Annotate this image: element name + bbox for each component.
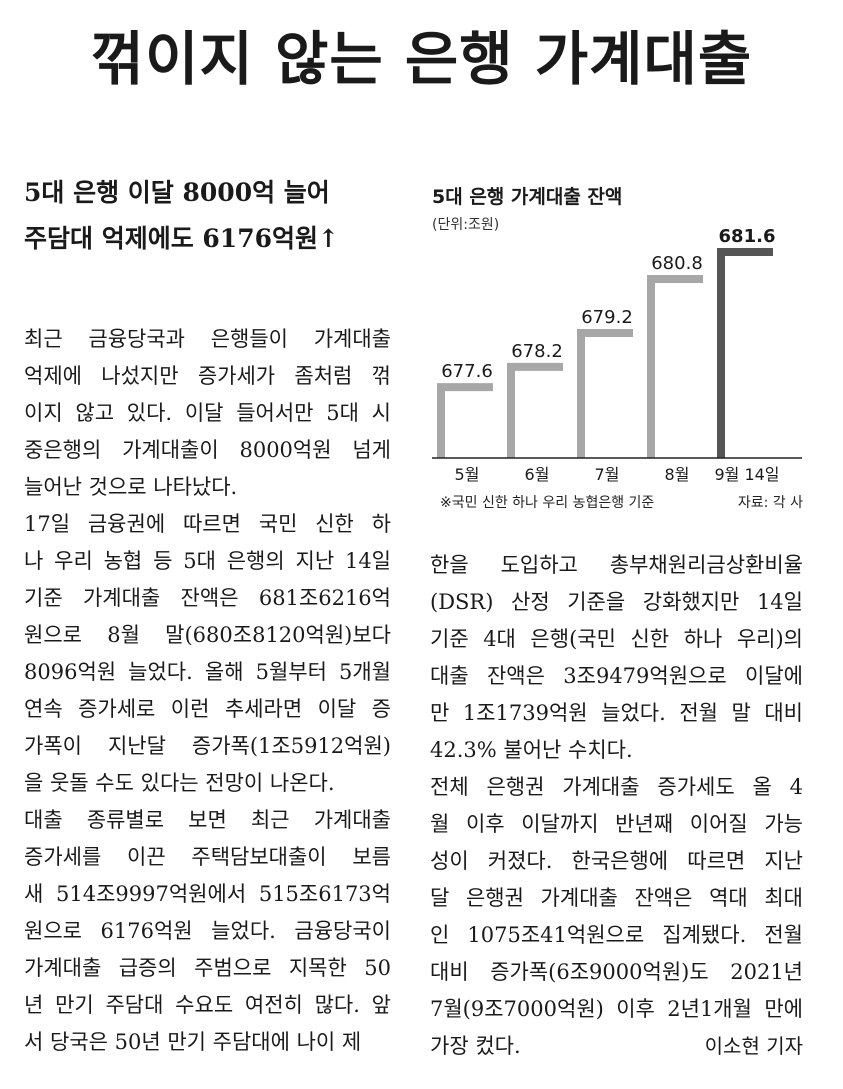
article-line: 달 은행권 가계대출 잔액은 역대 최대 <box>430 886 803 910</box>
article-line: 기준 4대 은행(국민 신한 하나 우리)의 <box>430 627 803 651</box>
chart-unit: (단위:조원) <box>432 217 500 233</box>
article-line: 억제에 나섰지만 증가세가 좀처럼 꺾 <box>24 364 391 388</box>
article-line: 42.3% 불어난 수치다. <box>430 738 633 762</box>
chart-source: 자료: 각 사 <box>737 495 803 511</box>
chart-tick-label: 9월 14일 <box>714 465 779 484</box>
article-column-right: 한을 도입하고 총부채원리금상환비율 (DSR) 산정 기준을 강화했지만 14일… <box>430 547 803 1065</box>
chart-tick-label: 8월 <box>665 465 690 484</box>
article-line: 원으로 8월 말(680조8120억원)보다 <box>24 623 391 647</box>
article-line: 한을 도입하고 총부채원리금상환비율 <box>430 553 803 577</box>
chart-tick-label: 6월 <box>525 465 550 484</box>
chart-data-label: 681.6 <box>719 226 776 247</box>
byline: 이소현 기자 <box>704 1034 803 1058</box>
chart-bar <box>437 383 493 458</box>
article-line: 8096억원 늘었다. 올해 5월부터 5개월 <box>24 660 391 684</box>
article-line: 성이 커졌다. 한국은행에 따르면 지난 <box>430 849 803 873</box>
article-line: 나 우리 농협 등 5대 은행의 지난 14일 <box>24 549 391 573</box>
chart-bar <box>647 275 703 458</box>
article-line: 을 웃돌 수도 있다는 전망이 나온다. <box>24 771 335 795</box>
article-line: 대출 종류별로 보면 최근 가계대출 <box>24 808 391 832</box>
chart-data-label: 678.2 <box>511 341 563 362</box>
subhead-2: 주담대 억제에도 6176억원↑ <box>24 224 339 253</box>
article-line: (DSR) 산정 기준을 강화했지만 14일 <box>430 590 803 614</box>
chart: 677.6 5월 678.2 6월 679.2 7월 680.8 8월 681.6 9월 14일 <box>432 226 802 484</box>
article-line: 인 1075조41억원으로 집계됐다. 전월 <box>430 923 803 947</box>
article-line: 증가세를 이끈 주택담보대출이 보름 <box>24 845 391 869</box>
article-line: 연속 증가세로 이런 추세라면 이달 증 <box>24 697 391 721</box>
article-line: 전체 은행권 가계대출 증가세도 올 4 <box>430 775 803 799</box>
article-line: 년 만기 주담대 수요도 여전히 많다. 앞 <box>24 993 391 1017</box>
chart-bar <box>717 248 773 458</box>
chart-title: 5대 은행 가계대출 잔액 <box>432 186 623 208</box>
article-line: 가계대출 급증의 주범으로 지목한 50 <box>24 956 391 980</box>
article-line: 중은행의 가계대출이 8000억원 넘게 <box>24 438 391 462</box>
article-line: 월 이후 이달까지 반년째 이어질 가능 <box>430 812 803 836</box>
article-line: 대출 잔액은 3조9479억원으로 이달에 <box>430 664 803 688</box>
subhead-1: 5대 은행 이달 8000억 늘어 <box>24 178 330 207</box>
chart-tick-label: 5월 <box>455 465 480 484</box>
chart-note: ※국민 신한 하나 우리 농협은행 기준 <box>440 495 655 511</box>
article-line: 17일 금융권에 따르면 국민 신한 하 <box>24 512 391 536</box>
headline: 꺾이지 않는 은행 가계대출 <box>90 25 753 93</box>
article-line: 최근 금융당국과 은행들이 가계대출 <box>24 327 391 351</box>
chart-bar <box>507 362 563 458</box>
chart-data-label: 677.6 <box>441 361 493 382</box>
chart-data-label: 679.2 <box>581 307 633 328</box>
chart-tick-label: 7월 <box>595 465 620 484</box>
article-line: 가장 컸다. <box>430 1034 521 1058</box>
article-line: 7월(9조7000억원) 이후 2년1개월 만에 <box>430 997 803 1021</box>
article-line: 서 당국은 50년 만기 주담대에 나이 제 <box>24 1030 362 1054</box>
article-line: 기준 가계대출 잔액은 681조6216억 <box>24 586 391 610</box>
chart-data-label: 680.8 <box>651 253 703 274</box>
article-line: 늘어난 것으로 나타났다. <box>24 475 238 499</box>
article-line: 만 1조1739억원 늘었다. 전월 말 대비 <box>430 701 803 725</box>
article-line: 대비 증가폭(6조9000억원)도 2021년 <box>430 960 803 984</box>
article-line: 새 514조9997억원에서 515조6173억 <box>24 882 391 906</box>
article-line: 이지 않고 있다. 이달 들어서만 5대 시 <box>24 401 391 425</box>
article-line: 가폭이 지난달 증가폭(1조5912억원) <box>24 734 391 758</box>
chart-bar <box>577 329 633 458</box>
article-line: 원으로 6176억원 늘었다. 금융당국이 <box>24 919 391 943</box>
